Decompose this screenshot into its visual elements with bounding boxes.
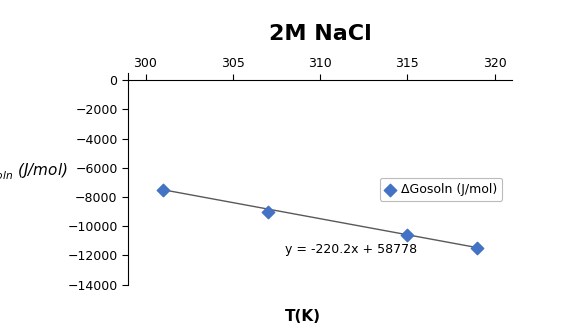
Text: T(K): T(K) [285,309,321,324]
ΔGosoln (J/mol) [158,187,168,192]
ΔGosoln (J/mol) [263,209,272,214]
ΔGosoln (J/mol) [473,246,482,251]
Title: 2M NaCl: 2M NaCl [269,24,371,44]
Text: $\Delta G^\circ_{\mathregular{soln}}$ (J/mol): $\Delta G^\circ_{\mathregular{soln}}$ (J… [0,162,68,182]
Text: y = -220.2x + 58778: y = -220.2x + 58778 [285,243,417,256]
ΔGosoln (J/mol) [403,232,412,238]
Legend: ΔGosoln (J/mol): ΔGosoln (J/mol) [379,178,502,201]
